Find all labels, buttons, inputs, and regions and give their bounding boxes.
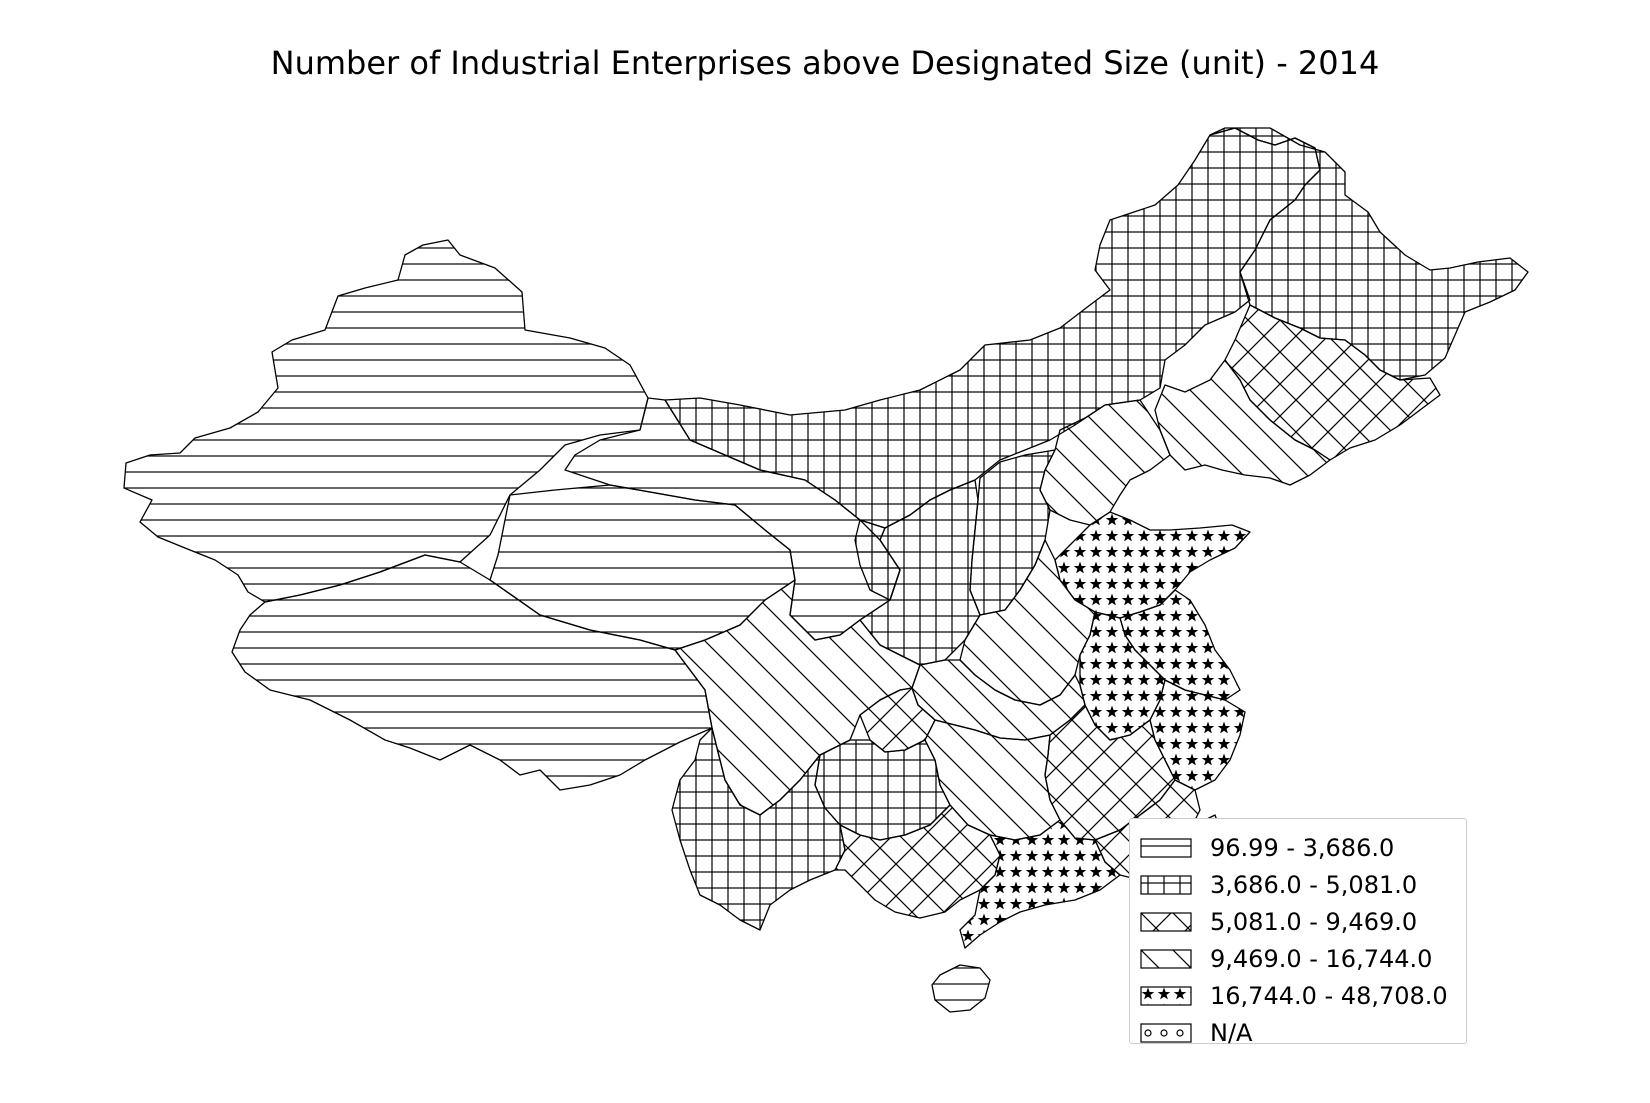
legend-label: 3,686.0 - 5,081.0 — [1210, 871, 1418, 899]
legend-item-class-2: 3,686.0 - 5,081.0 — [1140, 870, 1417, 900]
legend-item-class-1: 96.99 - 3,686.0 — [1140, 833, 1394, 863]
cross-diagonal-swatch-icon — [1140, 912, 1192, 932]
region-liaoning — [1154, 359, 1331, 486]
region-shandong — [1054, 511, 1251, 619]
region-ningxia — [854, 519, 901, 601]
map-title: Number of Industrial Enterprises above D… — [270, 44, 1380, 82]
region-yunnan — [671, 727, 846, 931]
grid-swatch-icon — [1140, 875, 1192, 895]
legend-label: 9,469.0 - 16,744.0 — [1210, 945, 1433, 973]
legend-item-class-3: 5,081.0 - 9,469.0 — [1140, 907, 1417, 937]
legend-label: N/A — [1210, 1019, 1253, 1047]
map-legend: 96.99 - 3,686.0 3,686.0 - 5,081.0 5,081.… — [1129, 818, 1467, 1047]
legend-label: 96.99 - 3,686.0 — [1210, 834, 1395, 862]
region-xinjiang — [123, 239, 649, 603]
stars-swatch-icon — [1140, 986, 1192, 1006]
legend-label: 5,081.0 - 9,469.0 — [1210, 908, 1418, 936]
back-diagonal-swatch-icon — [1140, 949, 1192, 969]
legend-item-class-4: 9,469.0 - 16,744.0 — [1140, 944, 1432, 974]
region-heilongjiang — [1209, 127, 1529, 381]
region-tibet — [231, 554, 713, 791]
legend-label: 16,744.0 - 48,708.0 — [1210, 982, 1448, 1010]
circles-swatch-icon — [1140, 1023, 1192, 1043]
region-guangdong — [959, 819, 1121, 949]
region-hainan — [931, 964, 991, 1013]
legend-item-na: N/A — [1140, 1018, 1252, 1048]
legend-item-class-5: 16,744.0 - 48,708.0 — [1140, 981, 1448, 1011]
horizontal-lines-swatch-icon — [1140, 838, 1192, 858]
